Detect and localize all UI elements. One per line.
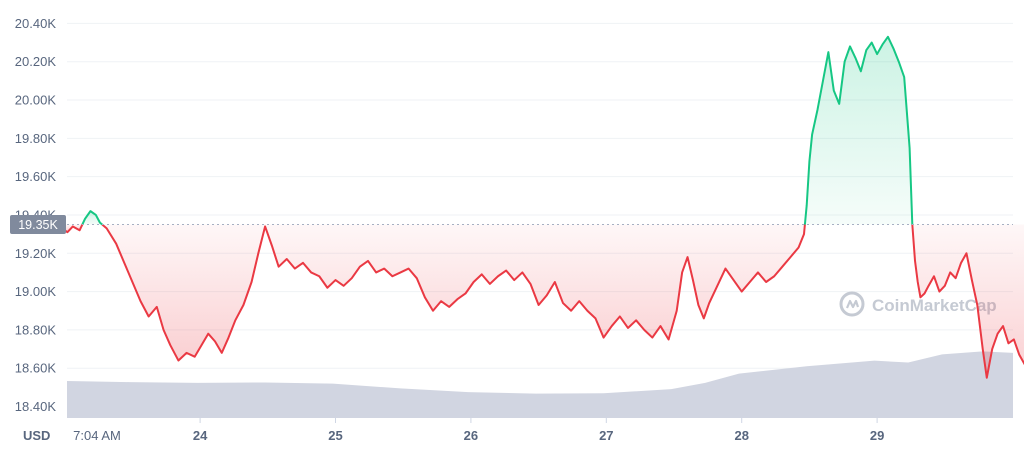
y-axis: 20.40K20.20K20.00K19.80K19.60K19.40K19.2… (15, 16, 57, 414)
y-tick-label: 19.60K (15, 169, 57, 184)
y-tick-label: 18.40K (15, 399, 57, 414)
price-line (61, 35, 1024, 379)
current-price-value: 19.35K (18, 218, 58, 232)
y-tick-label: 19.20K (15, 246, 57, 261)
price-fill-up (804, 36, 913, 225)
current-price-badge: 19.35K (10, 215, 66, 235)
watermark: CoinMarketCap (839, 291, 997, 317)
price-fill-down (62, 224, 83, 233)
price-fill-down (912, 224, 1024, 378)
x-tick-label: 29 (870, 428, 884, 443)
coinmarketcap-logo-icon (839, 291, 865, 317)
y-tick-label: 20.40K (15, 16, 57, 31)
x-tick-label: 26 (464, 428, 478, 443)
y-tick-label: 20.20K (15, 54, 57, 69)
price-line-up (81, 210, 103, 226)
y-tick-label: 19.80K (15, 131, 57, 146)
x-tick-label: 7:04 AM (73, 428, 121, 443)
y-tick-label: 20.00K (15, 93, 57, 108)
x-tick-label: 28 (734, 428, 748, 443)
price-line-down (101, 223, 806, 362)
volume-area (67, 350, 1013, 418)
y-tick-label: 18.80K (15, 322, 57, 337)
currency-label: USD (23, 428, 50, 443)
price-line-up (803, 35, 914, 225)
price-fill (62, 36, 1024, 378)
x-axis: 7:04 AM 24 25 26 27 28 29 (73, 418, 884, 443)
x-tick-label: 25 (328, 428, 342, 443)
badge-background (10, 215, 66, 235)
x-tick-label: 24 (193, 428, 208, 443)
watermark-text: CoinMarketCap (872, 296, 997, 315)
y-tick-label: 19.00K (15, 284, 57, 299)
volume-shape (67, 350, 1013, 418)
price-fill-up (82, 211, 103, 225)
y-tick-label: 18.60K (15, 361, 57, 376)
x-tick-label: 27 (599, 428, 613, 443)
price-line-down (911, 224, 1024, 379)
price-fill-down (102, 224, 805, 361)
